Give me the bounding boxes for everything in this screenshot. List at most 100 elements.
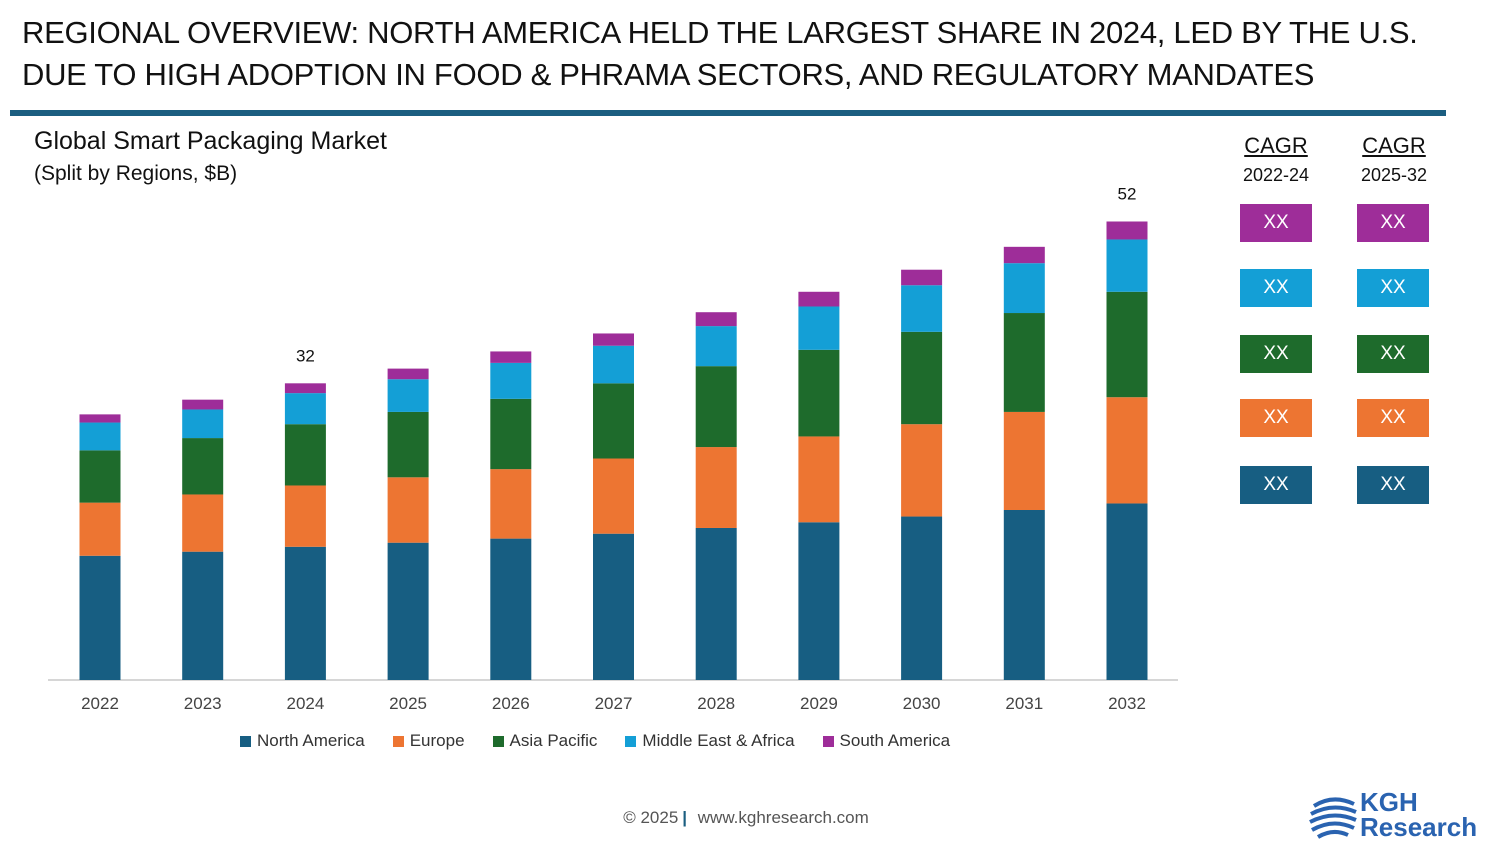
bar-segment-europe-2029 (798, 436, 840, 523)
bar-segment-middle-east-africa-2032 (1106, 239, 1148, 292)
bar-segment-asia-pacific-2029 (798, 349, 840, 437)
cagr-column-2022-24: CAGR 2022-24 (1231, 133, 1321, 186)
x-tick-label: 2027 (595, 694, 633, 713)
bar-segment-middle-east-africa-2025 (387, 379, 429, 412)
legend-label: Europe (409, 731, 465, 750)
chart-subtitle: (Split by Regions, $B) (34, 162, 238, 185)
bar-segment-europe-2025 (387, 477, 429, 543)
bar-segment-asia-pacific-2026 (490, 398, 532, 470)
bar-segment-europe-2031 (1003, 411, 1045, 510)
bar-segment-north-america-2026 (490, 538, 532, 680)
bar-segment-south-america-2027 (593, 333, 634, 346)
x-tick-label: 2031 (1005, 694, 1043, 713)
headline-line-2: DUE TO HIGH ADOPTION IN FOOD & PHRAMA SE… (22, 57, 1315, 92)
legend-item: Asia Pacific (492, 731, 598, 751)
bar-segment-middle-east-africa-2023 (182, 409, 224, 439)
bar-segment-south-america-2025 (387, 368, 429, 380)
bar-segment-europe-2028 (695, 447, 737, 528)
globe-icon (1309, 797, 1357, 839)
bar-segment-asia-pacific-2032 (1106, 291, 1148, 398)
bar-segment-asia-pacific-2031 (1003, 313, 1045, 412)
cagr-value-box: XX (1240, 399, 1312, 437)
cagr-period: 2022-24 (1242, 165, 1310, 185)
cagr-value-box: XX (1240, 269, 1312, 307)
bar-segment-south-america-2022 (79, 414, 121, 423)
bar-segment-north-america-2032 (1106, 503, 1148, 680)
x-tick-label: 2029 (800, 694, 838, 713)
cagr-value-box: XX (1357, 466, 1429, 504)
x-tick-label: 2022 (81, 694, 119, 713)
cagr-value-box: XX (1240, 204, 1312, 242)
bar-segment-asia-pacific-2023 (182, 438, 224, 495)
bar-segment-middle-east-africa-2031 (1003, 263, 1045, 314)
legend-swatch (392, 735, 404, 747)
bar-segment-south-america-2026 (490, 351, 532, 363)
bar-segment-south-america-2030 (901, 269, 943, 286)
bar-segment-south-america-2032 (1106, 221, 1148, 240)
copyright-text: © 2025 (623, 808, 679, 827)
bar-segment-north-america-2027 (593, 533, 634, 680)
cagr-header: CAGR (1244, 133, 1308, 158)
bar-segment-middle-east-africa-2024 (284, 393, 326, 425)
logo-line-2: Research (1360, 812, 1478, 842)
bar-segment-asia-pacific-2025 (387, 411, 429, 478)
bar-segment-asia-pacific-2024 (284, 424, 326, 486)
cagr-value-box: XX (1357, 335, 1429, 373)
legend-item: Middle East & Africa (625, 731, 795, 751)
bar-segment-north-america-2031 (1003, 510, 1045, 680)
x-tick-label: 2030 (903, 694, 941, 713)
bar-segment-asia-pacific-2022 (79, 450, 121, 503)
bar-total-label: 32 (296, 346, 315, 365)
bar-segment-south-america-2028 (695, 312, 737, 327)
legend-swatch (492, 735, 504, 747)
legend-label: North America (257, 731, 365, 750)
cagr-value-box: XX (1240, 466, 1312, 504)
kgh-research-logo: KGH Research (1308, 787, 1488, 846)
x-tick-label: 2028 (697, 694, 735, 713)
cagr-value-box: XX (1357, 399, 1429, 437)
bar-segment-europe-2027 (593, 458, 634, 534)
cagr-period: 2025-32 (1360, 165, 1428, 185)
bar-segment-asia-pacific-2027 (593, 383, 634, 459)
legend-label: South America (839, 731, 951, 750)
legend-item: South America (822, 731, 951, 751)
bar-segment-middle-east-africa-2027 (593, 345, 634, 384)
legend-item: North America (240, 731, 365, 751)
bar-segment-north-america-2029 (798, 522, 840, 680)
cagr-header: CAGR (1362, 133, 1426, 158)
footer: © 2025 | www.kghresearch.com (0, 808, 1492, 828)
legend-swatch (822, 735, 834, 747)
chart-title: Global Smart Packaging Market (34, 127, 387, 155)
footer-link[interactable]: www.kghresearch.com (697, 808, 869, 827)
logo-text: KGH Research (1360, 787, 1478, 842)
bar-segment-middle-east-africa-2026 (490, 362, 532, 399)
headline: REGIONAL OVERVIEW: NORTH AMERICA HELD TH… (22, 12, 1442, 96)
bar-segment-middle-east-africa-2029 (798, 306, 840, 350)
legend-label: Middle East & Africa (642, 731, 795, 750)
legend-item: Europe (392, 731, 465, 751)
legend-swatch (625, 735, 637, 747)
x-tick-label: 2032 (1108, 694, 1146, 713)
logo-line-1: KGH (1360, 787, 1418, 817)
bar-segment-middle-east-africa-2030 (901, 285, 943, 332)
bar-segment-north-america-2022 (79, 555, 121, 680)
bar-segment-middle-east-africa-2022 (79, 422, 121, 451)
bar-segment-north-america-2028 (695, 527, 737, 680)
bar-segment-middle-east-africa-2028 (695, 326, 737, 367)
chart-legend: North America Europe Asia Pacific Middle Ea… (240, 731, 950, 751)
legend-label: Asia Pacific (509, 731, 598, 750)
bar-segment-south-america-2024 (284, 383, 326, 394)
bar-segment-europe-2022 (79, 502, 121, 556)
bar-segment-asia-pacific-2028 (695, 366, 737, 448)
x-tick-label: 2026 (492, 694, 530, 713)
bar-segment-north-america-2025 (387, 542, 429, 680)
headline-divider (10, 110, 1446, 116)
bar-total-label: 52 (1118, 184, 1137, 203)
bar-segment-europe-2023 (182, 494, 224, 552)
bar-segment-north-america-2023 (182, 551, 224, 680)
bar-segment-europe-2026 (490, 469, 532, 539)
headline-line-1: REGIONAL OVERVIEW: NORTH AMERICA HELD TH… (22, 15, 1418, 50)
cagr-value-box: XX (1240, 335, 1312, 373)
legend-swatch (240, 735, 251, 747)
